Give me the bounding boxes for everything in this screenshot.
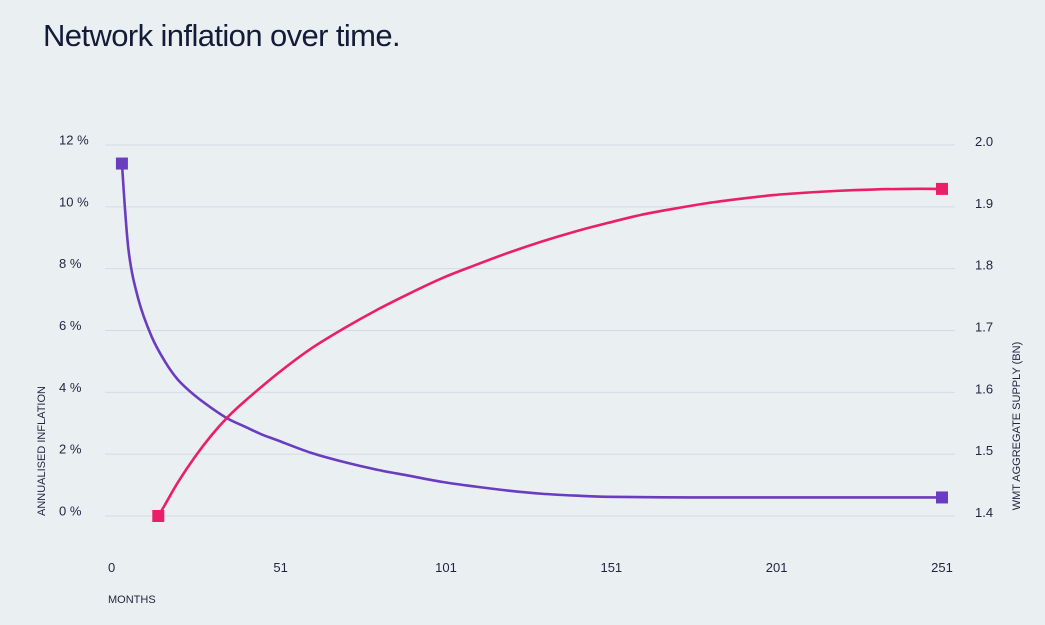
chart-grid — [105, 144, 955, 517]
x-tick-label: 51 — [273, 560, 287, 575]
x-tick-label: 0 — [108, 560, 115, 575]
right-tick-label: 1.8 — [975, 258, 993, 273]
left-tick-label: 4 % — [59, 380, 82, 395]
x-axis-ticks: 0 51 101 151 201 251 — [108, 560, 953, 575]
right-tick-label: 1.4 — [975, 505, 993, 520]
x-axis-title: MONTHS — [108, 594, 156, 606]
right-tick-label: 1.5 — [975, 443, 993, 458]
right-tick-label: 1.7 — [975, 320, 993, 335]
supply-start-marker — [152, 510, 165, 522]
inflation-line — [120, 162, 944, 499]
right-tick-label: 1.9 — [975, 196, 993, 211]
inflation-end-marker — [936, 491, 948, 504]
right-axis-title: WMT AGGREGATE SUPPLY (BN) — [1011, 342, 1023, 511]
x-tick-label: 151 — [600, 560, 622, 575]
right-tick-label: 2.0 — [975, 134, 993, 149]
left-tick-label: 10 % — [59, 194, 89, 209]
series-lines — [120, 162, 944, 518]
left-tick-label: 2 % — [59, 442, 82, 457]
supply-end-marker — [936, 182, 948, 195]
left-tick-label: 12 % — [59, 133, 89, 148]
left-tick-label: 8 % — [59, 256, 82, 271]
x-tick-label: 101 — [435, 560, 457, 575]
inflation-start-marker — [115, 157, 128, 170]
x-tick-label: 251 — [931, 560, 953, 575]
right-axis-ticks: 1.4 1.5 1.6 1.7 1.8 1.9 2.0 — [975, 134, 993, 520]
right-tick-label: 1.6 — [975, 381, 993, 396]
supply-line — [156, 187, 944, 518]
left-axis-ticks: 0 % 2 % 4 % 6 % 8 % 10 % 12 % — [59, 133, 89, 519]
page-title: Network inflation over time. — [43, 18, 401, 53]
series-markers — [115, 157, 948, 522]
left-tick-label: 0 % — [59, 504, 82, 519]
left-tick-label: 6 % — [59, 318, 82, 333]
x-tick-label: 201 — [766, 560, 788, 575]
left-axis-title: ANNUALISED INFLATION — [36, 386, 48, 516]
